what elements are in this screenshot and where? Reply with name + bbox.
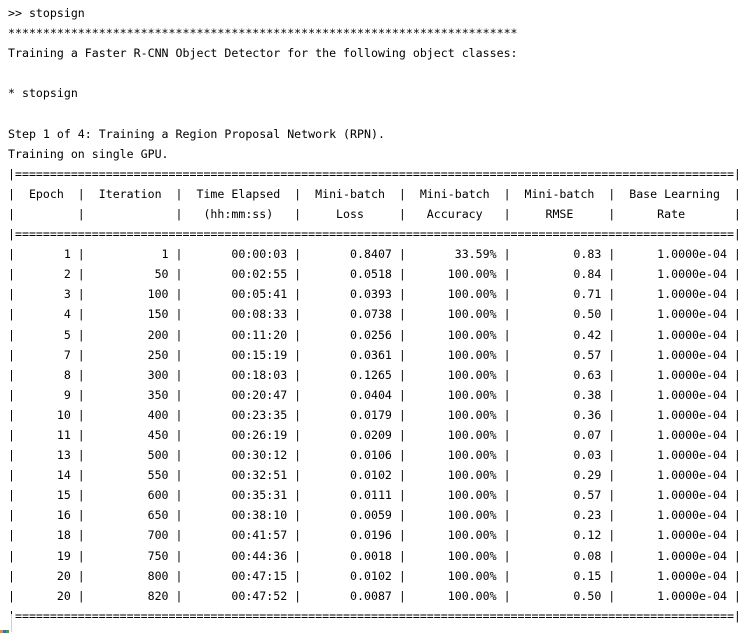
- step-line: Step 1 of 4: Training a Region Proposal …: [8, 126, 385, 141]
- gpu-line: Training on single GPU.: [8, 146, 169, 161]
- blank-line: [8, 63, 749, 83]
- intro-line: Training a Faster R-CNN Object Detector …: [8, 46, 518, 61]
- training-progress-table: |=======================================…: [8, 166, 741, 623]
- prompt-line: >> stopsign: [8, 6, 85, 20]
- class-line: * stopsign: [8, 86, 78, 101]
- banner-line: ****************************************…: [8, 26, 518, 41]
- text-caret: [11, 614, 12, 632]
- fx-icon[interactable]: [0, 630, 10, 633]
- blank-line: [8, 103, 749, 123]
- fx-icon-segment: [0, 630, 3, 633]
- fx-icon-segment: [6, 630, 9, 633]
- fx-icon-segment: [3, 630, 6, 633]
